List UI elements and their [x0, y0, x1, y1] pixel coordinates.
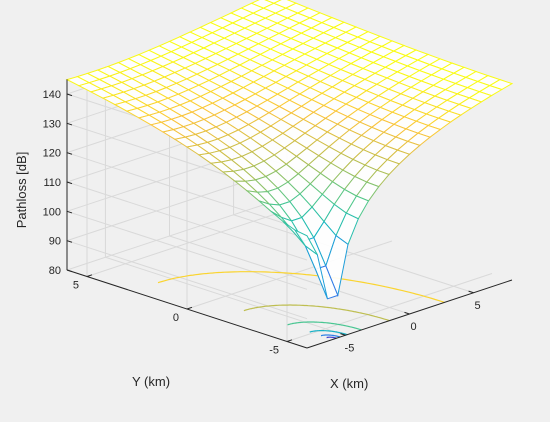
tick-labels: 80 90 100 110 120 130 140 -5 0 5 -5 0 5 — [43, 89, 481, 357]
y-tick-mark — [186, 306, 193, 310]
x-tick-mark — [404, 311, 410, 315]
z-tick-mark — [66, 181, 73, 185]
z-tick-label: 100 — [43, 206, 61, 218]
z-tick-mark — [66, 93, 73, 97]
contour-line — [320, 334, 341, 338]
contour-line — [243, 304, 390, 322]
z-tick-label: 120 — [43, 148, 61, 160]
z-tick-label: 130 — [43, 118, 61, 130]
y-tick-mark — [286, 339, 293, 342]
x-tick-mark — [340, 333, 346, 336]
x-tick-mark — [468, 290, 474, 294]
z-tick-label: 110 — [43, 177, 61, 189]
contour-line — [287, 321, 362, 331]
contour-line — [157, 271, 445, 303]
pathloss-surface — [65, 0, 514, 300]
x-tick-label: 0 — [410, 321, 416, 333]
y-tick-label: -5 — [269, 345, 279, 357]
z-tick-mark — [66, 210, 73, 214]
axes-lines — [66, 79, 513, 349]
x-gridline — [104, 66, 346, 336]
z-tick-mark — [66, 152, 73, 155]
z-tick-mark — [66, 122, 73, 126]
y-tick-label: 0 — [173, 312, 179, 324]
contour-line — [326, 336, 337, 339]
contour-line — [309, 330, 348, 336]
z-tick-label: 80 — [49, 265, 61, 277]
x-tick-label: -5 — [345, 342, 355, 354]
z-tick-mark — [66, 269, 73, 273]
contour-projection — [157, 271, 445, 339]
x-tick-label: 5 — [475, 300, 481, 312]
x-axis-label: X (km) — [330, 376, 368, 391]
z-tick-mark — [66, 240, 73, 243]
y-axis-label: Y (km) — [132, 374, 170, 389]
z-tick-label: 90 — [49, 236, 61, 248]
surface-cell — [293, 228, 318, 256]
y-tick-mark — [86, 274, 93, 277]
z-axis-label: Pathloss [dB] — [14, 152, 29, 229]
y-tick-label: 5 — [73, 280, 79, 292]
z-tick-label: 140 — [43, 89, 61, 101]
